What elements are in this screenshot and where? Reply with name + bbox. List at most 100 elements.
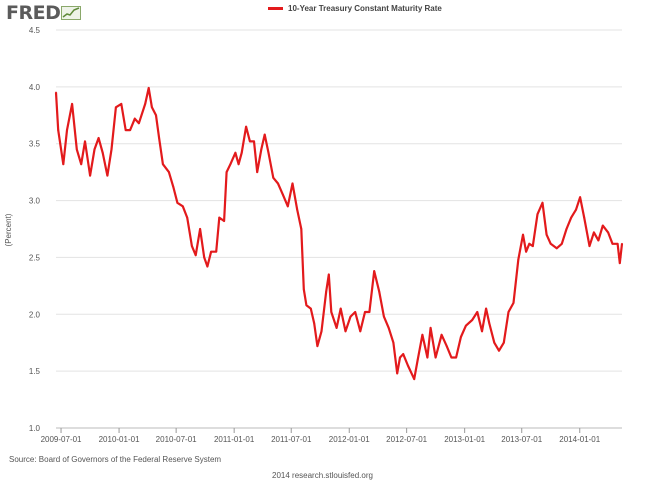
data-point [399, 356, 401, 359]
data-point [493, 341, 496, 344]
data-point [507, 311, 510, 313]
chart-series [54, 86, 624, 381]
data-point [124, 129, 127, 132]
data-point [570, 216, 573, 219]
data-point [320, 330, 323, 333]
data-point [413, 378, 416, 380]
data-point [455, 356, 457, 359]
credit-note: 2014 research.stlouisfed.org [272, 471, 373, 480]
data-point [588, 245, 591, 248]
data-point [203, 256, 206, 259]
data-point [215, 250, 218, 253]
data-point [349, 315, 352, 318]
data-point [277, 182, 279, 185]
series-line [54, 86, 624, 381]
data-point [272, 176, 275, 179]
data-point [144, 103, 147, 105]
data-point [471, 319, 474, 321]
data-point [191, 245, 193, 248]
x-tick-label: 2012-01-01 [329, 435, 370, 444]
data-point [616, 242, 619, 245]
data-point [392, 341, 395, 344]
data-point [498, 349, 500, 352]
data-point [383, 315, 385, 318]
data-point [234, 151, 237, 154]
data-point [560, 242, 563, 245]
data-point [286, 205, 289, 208]
data-point [402, 353, 405, 355]
data-point [325, 290, 328, 293]
chart-legend: 10-Year Treasury Constant Maturity Rate [268, 4, 442, 13]
x-tick-label: 2014-01-01 [559, 435, 600, 444]
data-point [199, 228, 202, 230]
y-tick-label: 4.0 [29, 83, 41, 92]
data-point [97, 137, 100, 139]
data-point [71, 103, 73, 105]
data-point [611, 242, 614, 245]
data-point [621, 242, 623, 245]
data-point [168, 171, 170, 174]
data-point [373, 270, 376, 272]
data-point [305, 304, 308, 307]
data-point [450, 356, 453, 359]
data-point [223, 220, 226, 222]
data-point [488, 322, 491, 325]
line-chart: 1.0 1.5 2.0 2.5 3.0 3.5 4.0 4.5 2009-07-01 2010-0… [4, 26, 624, 444]
data-point [421, 333, 424, 336]
data-point [445, 345, 448, 347]
data-point [110, 148, 113, 151]
x-tick-label: 2011-07-01 [271, 435, 312, 444]
x-tick-label: 2009-07-01 [41, 435, 82, 444]
data-point [354, 311, 357, 313]
data-point [368, 311, 371, 313]
data-point [129, 129, 132, 132]
y-axis-label: (Percent) [4, 213, 13, 246]
data-point [84, 140, 86, 143]
data-point [522, 233, 524, 236]
data-point [120, 103, 123, 105]
data-point [387, 327, 390, 329]
data-point [579, 196, 581, 199]
data-point [528, 242, 531, 245]
y-tick-label: 2.0 [29, 310, 41, 319]
data-point [575, 208, 577, 211]
data-point [593, 231, 595, 234]
data-point [313, 322, 316, 325]
data-point [172, 186, 175, 188]
data-point [536, 213, 539, 216]
data-point [162, 163, 164, 166]
data-point [291, 182, 294, 185]
chart-axes: 1.0 1.5 2.0 2.5 3.0 3.5 4.0 4.5 2009-07-01 2010-0… [29, 26, 622, 444]
data-point [282, 194, 284, 196]
data-point [206, 265, 209, 268]
data-point [256, 171, 259, 174]
data-point [531, 245, 534, 248]
data-point [229, 163, 232, 166]
source-note: Source: Board of Governors of the Federa… [9, 455, 222, 464]
chart-grid [56, 29, 622, 429]
data-point [618, 262, 621, 264]
legend-label: 10-Year Treasury Constant Maturity Rate [288, 4, 442, 13]
data-point [359, 330, 362, 333]
data-point [549, 242, 552, 245]
data-point [115, 106, 117, 109]
data-point [218, 216, 221, 219]
data-point [309, 307, 312, 310]
data-point [267, 151, 270, 154]
data-point [330, 311, 333, 313]
data-point [186, 216, 189, 219]
data-point [512, 302, 515, 304]
data-point [407, 364, 409, 367]
y-tick-label: 4.5 [29, 26, 41, 35]
x-tick-label: 2013-07-01 [501, 435, 542, 444]
data-point [176, 201, 179, 204]
data-point [263, 133, 266, 136]
data-point [339, 307, 342, 310]
data-point [57, 129, 60, 132]
data-point [364, 311, 366, 313]
data-point [194, 254, 197, 257]
data-point [80, 163, 83, 166]
data-point [151, 106, 153, 109]
data-point [465, 324, 467, 327]
data-point [541, 201, 544, 204]
